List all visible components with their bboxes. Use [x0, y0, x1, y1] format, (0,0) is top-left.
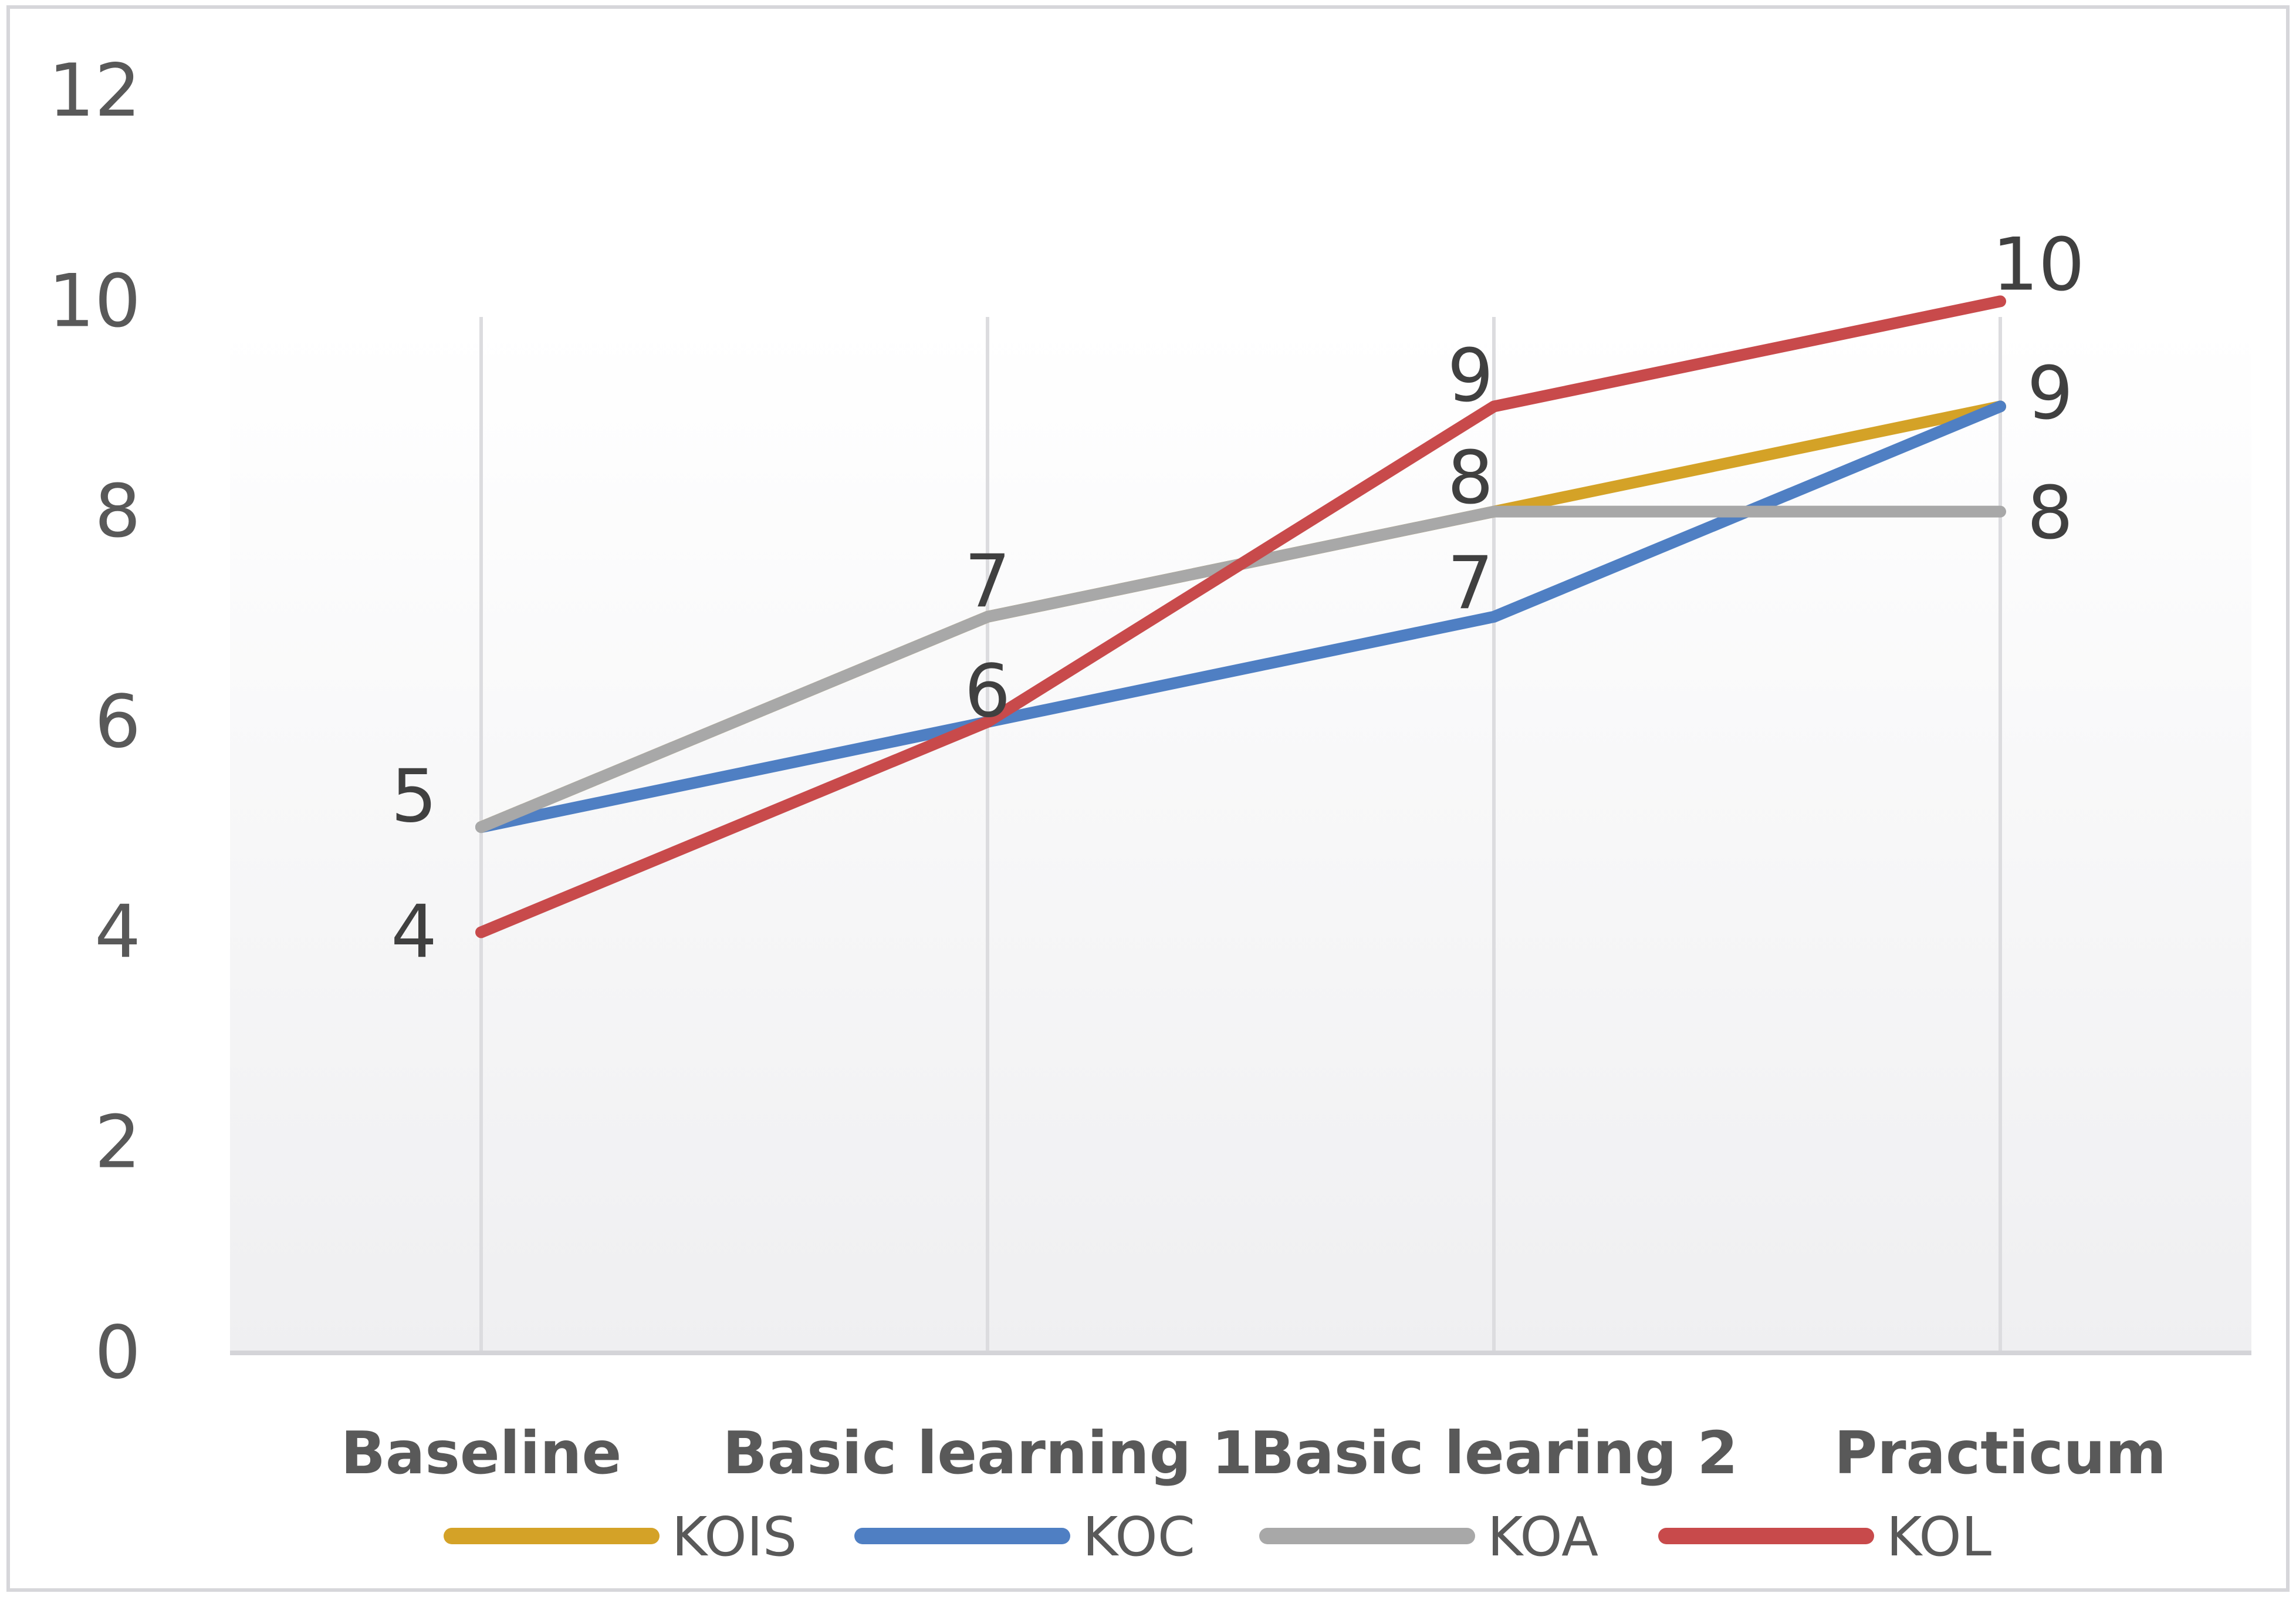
data-label: 6 — [965, 649, 1011, 734]
data-label: 9 — [2027, 352, 2074, 436]
x-tick-label: Basic learning 1 — [722, 1419, 1252, 1487]
data-label: 7 — [965, 539, 1011, 624]
series-lines — [475, 295, 2006, 939]
x-tick-label: Basic learing 2 — [1250, 1419, 1738, 1487]
y-tick-label: 4 — [94, 890, 141, 974]
legend-label: KOC — [1083, 1506, 1195, 1568]
legend-label: KOA — [1487, 1506, 1598, 1568]
data-label: 5 — [391, 754, 437, 839]
legend-item-kol: KOL — [1658, 1506, 1991, 1568]
x-tick-label: Baseline — [341, 1419, 622, 1487]
y-axis-ticks: 0 2 4 6 8 10 12 — [48, 49, 141, 1395]
y-tick-label: 6 — [94, 680, 141, 764]
legend-item-kois: KOIS — [444, 1506, 797, 1568]
y-tick-label: 10 — [48, 259, 141, 343]
data-label: 7 — [1448, 541, 1494, 626]
x-tick-label: Practicum — [1834, 1419, 2166, 1487]
y-tick-label: 2 — [94, 1101, 141, 1185]
y-tick-label: 12 — [48, 49, 141, 133]
data-label: 8 — [1448, 436, 1494, 521]
data-label: 4 — [391, 890, 437, 974]
y-tick-label: 8 — [94, 470, 141, 554]
legend-item-koa: KOA — [1259, 1506, 1598, 1568]
gridlines — [479, 317, 2002, 1353]
data-label: 8 — [2027, 471, 2074, 556]
legend-label: KOL — [1886, 1506, 1991, 1568]
legend: KOIS KOC KOA KOL — [444, 1506, 1991, 1568]
y-tick-label: 0 — [94, 1311, 141, 1395]
data-label: 10 — [1992, 222, 2085, 307]
legend-label: KOIS — [672, 1506, 797, 1568]
data-label: 9 — [1448, 334, 1494, 418]
legend-item-koc: KOC — [854, 1506, 1195, 1568]
series-line-kol — [475, 295, 2006, 939]
data-labels: 5 4 7 6 9 8 7 10 9 8 — [391, 222, 2085, 974]
plot-area-background — [230, 326, 2251, 1353]
